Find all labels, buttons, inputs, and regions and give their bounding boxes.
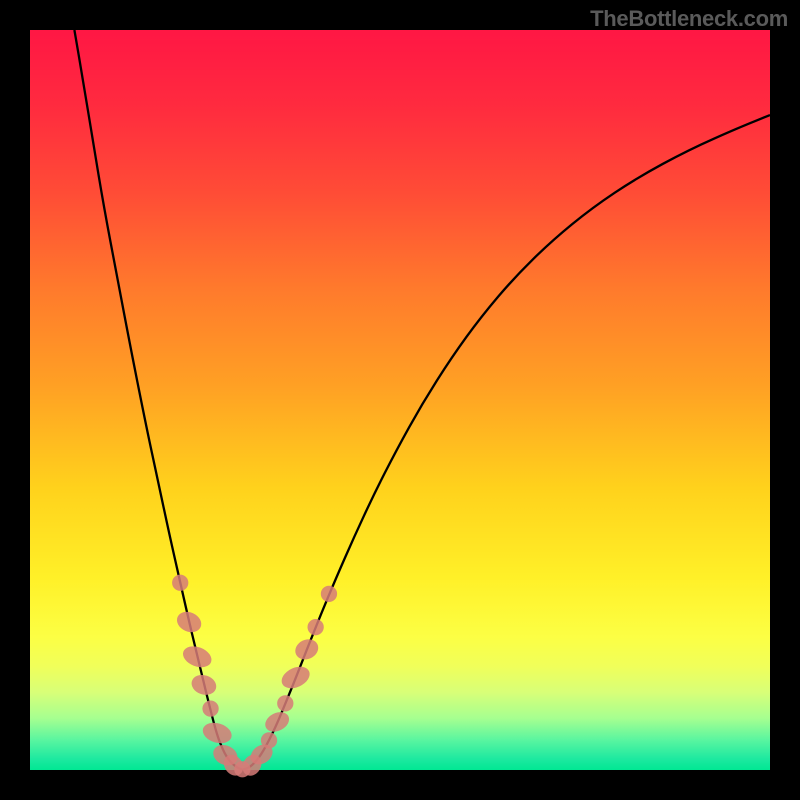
marker-16	[308, 619, 324, 635]
marker-11	[261, 732, 277, 748]
chart-container: TheBottleneck.com	[0, 0, 800, 800]
chart-svg	[0, 0, 800, 800]
marker-0	[172, 575, 188, 591]
marker-17	[321, 586, 337, 602]
marker-4	[202, 700, 218, 716]
marker-13	[277, 695, 293, 711]
